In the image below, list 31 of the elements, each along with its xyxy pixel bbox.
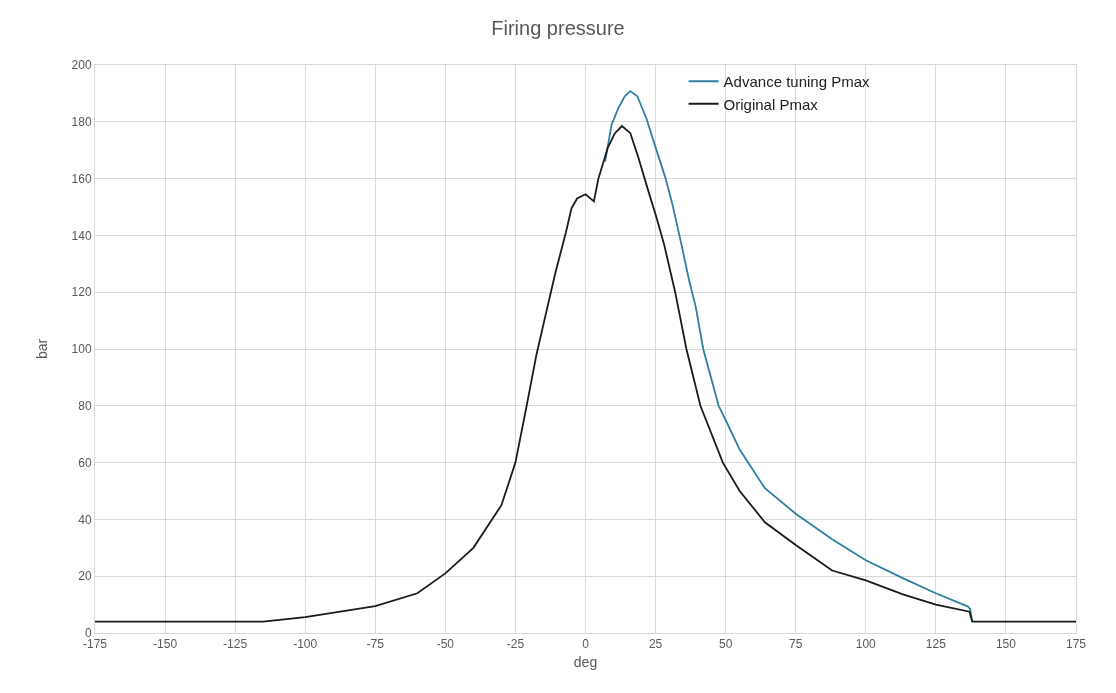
x-tick-label: -175 [82,637,108,652]
x-tick-label: 50 [718,637,733,652]
x-tick-label: -75 [366,637,385,652]
y-tick-label: 20 [78,569,92,584]
x-axis-title: deg [573,653,598,670]
y-tick-label: 180 [71,115,92,129]
y-tick-label: 200 [71,58,92,73]
x-tick-label: 75 [789,637,803,652]
x-tick-label: -100 [293,637,318,652]
legend-label: Advance tuning Pmax [723,73,871,91]
legend-label: Original Pmax [723,95,819,113]
x-tick-label: 175 [1065,637,1087,652]
y-tick-label: 60 [78,455,92,470]
y-axis-title: bar [34,338,51,360]
x-tick-label: 100 [855,637,877,652]
x-tick-label: 150 [995,637,1017,652]
y-tick-label: 160 [71,171,92,186]
x-tick-label: -150 [153,637,178,652]
line-series [95,125,1076,623]
y-tick-label: 40 [78,512,92,527]
y-tick-label: 80 [78,399,92,413]
y-tick-label: 100 [71,342,92,357]
x-tick-label: 0 [582,637,590,652]
y-tick-label: 120 [71,285,92,300]
chart-title: Firing pressure [491,16,625,39]
x-tick-label: -25 [506,637,525,652]
x-tick-label: -50 [436,637,455,652]
x-tick-label: 25 [648,637,663,652]
x-tick-label: 125 [925,637,947,652]
y-tick-label: 140 [71,228,92,243]
x-tick-label: -125 [223,637,248,652]
